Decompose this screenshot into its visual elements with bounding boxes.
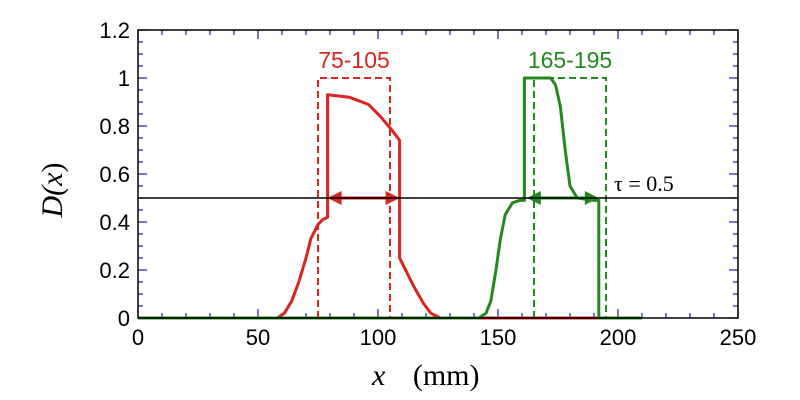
y-tick-labels: 0 0.2 0.4 0.6 0.8 1 1.2 (99, 18, 130, 331)
y-tick-label: 0.6 (99, 162, 130, 187)
y-tick-label: 0.4 (99, 210, 130, 235)
y-tick-label: 0 (118, 306, 130, 331)
window-label-red: 75-105 (318, 47, 390, 73)
x-tick-labels: 0 50 100 150 200 250 (132, 325, 756, 350)
y-tick-label: 1.2 (99, 18, 130, 43)
x-tick-label: 250 (720, 325, 757, 350)
y-axis-pre: D( (36, 184, 69, 219)
x-tick-label: 100 (360, 325, 397, 350)
x-axis-var: x (371, 359, 386, 392)
y-tick-label: 1 (118, 66, 130, 91)
series-line-red (138, 93, 642, 320)
y-tick-label: 0.2 (99, 258, 130, 283)
x-axis-title: x (mm) (371, 359, 479, 392)
x-tick-label: 200 (600, 325, 637, 350)
threshold-label: τ = 0.5 (614, 171, 674, 196)
y-axis-var: x (36, 172, 69, 187)
x-tick-label: 50 (246, 325, 270, 350)
y-axis-post: ) (36, 163, 69, 173)
y-axis-title: D(x) (36, 163, 69, 219)
x-tick-label: 0 (132, 325, 144, 350)
x-tick-label: 150 (480, 325, 517, 350)
y-tick-label: 0.8 (99, 114, 130, 139)
window-label-green: 165-195 (528, 47, 612, 73)
plot-frame (137, 29, 739, 319)
x-axis-unit: (mm) (413, 359, 480, 392)
window-labels: 75-105 165-195 (318, 47, 612, 73)
